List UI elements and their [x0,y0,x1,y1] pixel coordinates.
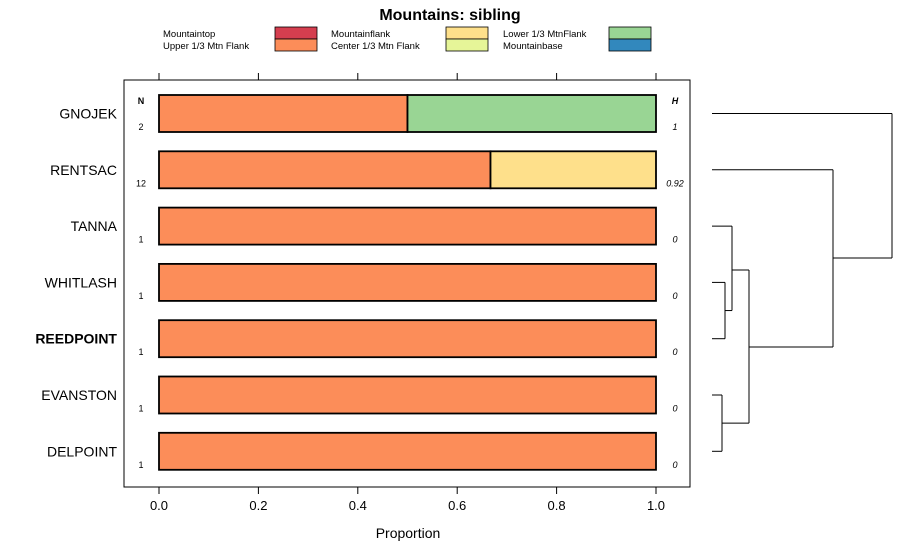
category-label: GNOJEK [59,106,117,122]
bar-segment [158,375,657,415]
plot-frame [123,79,691,488]
n-value: 1 [138,235,143,245]
legend-swatch [608,26,652,40]
bar-segment [489,150,657,190]
chart-title: Mountains: sibling [379,7,520,24]
n-value: 1 [138,347,143,357]
n-value: 1 [138,404,143,414]
h-header: H [672,96,679,106]
bar-segment [158,431,657,471]
legend-swatch [445,26,489,40]
category-label: RENTSAC [50,162,117,178]
legend-swatch [445,38,489,52]
n-value: 1 [138,291,143,301]
h-value: 1 [672,122,677,132]
bar-segment [158,262,657,302]
n-value: 12 [136,178,146,188]
n-header: N [138,96,145,106]
x-axis-label: Proportion [376,525,441,541]
category-label: EVANSTON [41,387,117,403]
bar-segment [158,319,657,359]
legend-label: Mountaintop [163,29,215,40]
bar-segment [406,94,657,133]
category-label: REEDPOINT [35,331,117,347]
x-tick-label: 1.0 [647,498,665,513]
legend-label: Mountainflank [331,29,390,40]
x-tick-label: 0.4 [349,498,367,513]
x-tick-label: 0.8 [548,498,566,513]
legend-label: Mountainbase [503,41,563,52]
legend-swatch [274,26,318,40]
legend-swatch [608,38,652,52]
h-value: 0 [672,291,677,301]
h-value: 0 [672,460,677,470]
n-value: 1 [138,460,143,470]
x-axis: 0.0 0.2 0.4 0.6 0.8 1.0 [150,73,665,513]
legend-label: Upper 1/3 Mtn Flank [163,41,249,52]
bar-segment [158,206,657,246]
h-value: 0 [672,404,677,414]
n-value: 2 [138,122,143,132]
category-label: DELPOINT [47,443,117,459]
category-label: WHITLASH [45,274,117,290]
bar-segment [158,150,492,190]
x-tick-label: 0.6 [448,498,466,513]
bar-segment [158,94,409,133]
legend-label: Center 1/3 Mtn Flank [331,41,420,52]
legend-swatch [274,38,318,52]
h-value: 0 [672,347,677,357]
h-value: 0.92 [666,178,684,188]
dendrogram [712,113,893,452]
bar-rows: GNOJEK 2 1 RENTSAC 12 0.92 TANNA 1 0 WHITLASH 1 0 RE… [35,94,684,471]
h-value: 0 [672,235,677,245]
legend-label: Lower 1/3 MtnFlank [503,29,587,40]
x-tick-label: 0.2 [249,498,267,513]
category-label: TANNA [71,218,118,234]
x-tick-label: 0.0 [150,498,168,513]
